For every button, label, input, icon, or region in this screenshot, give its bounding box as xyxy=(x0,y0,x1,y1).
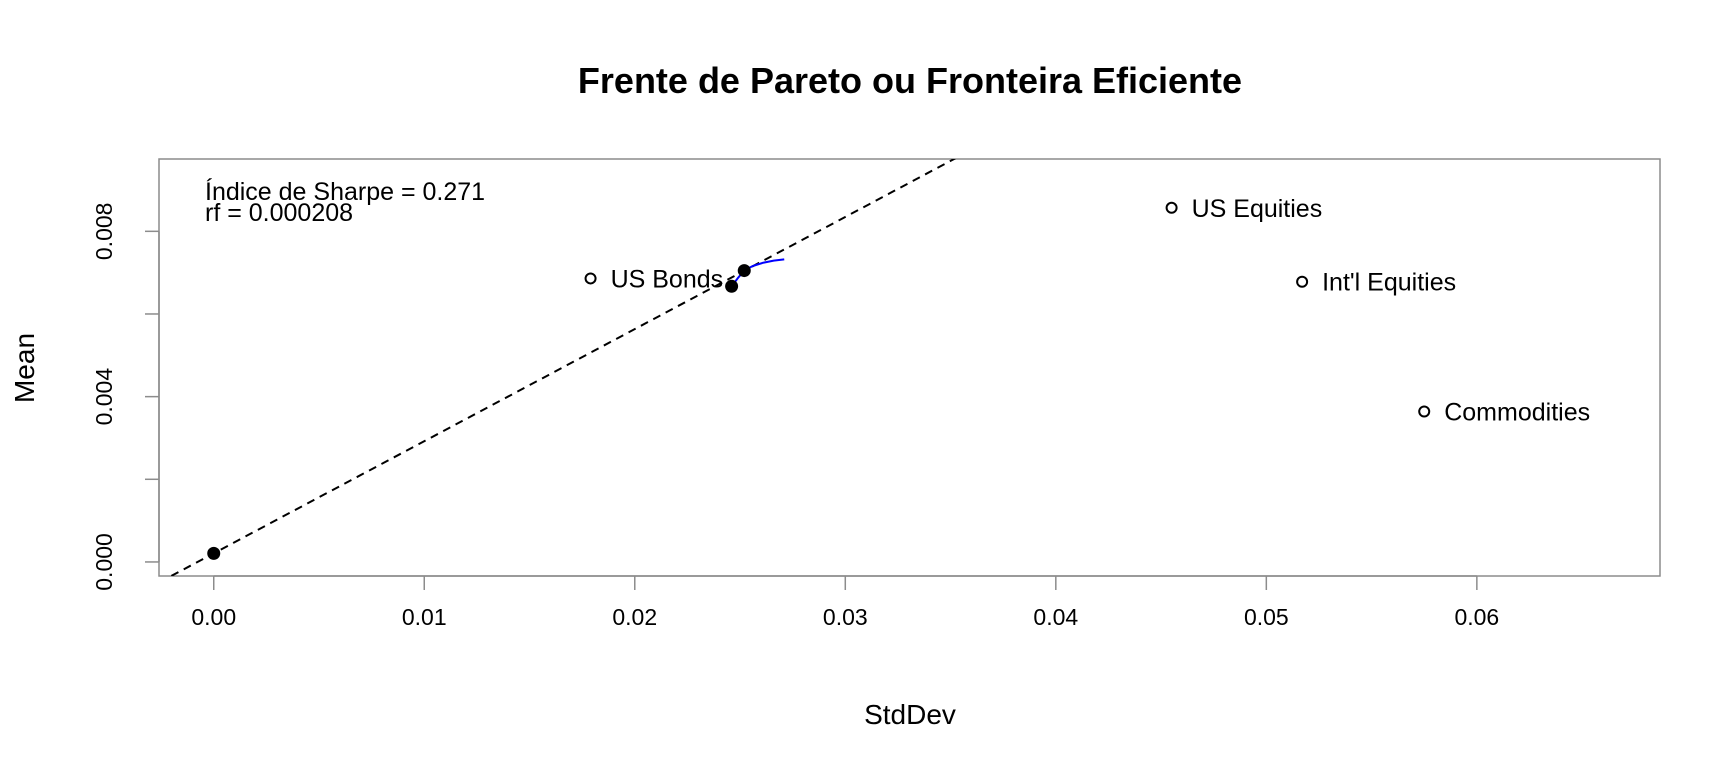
x-tick-label: 0.00 xyxy=(191,604,236,630)
risk-free-annotation: rf = 0.000208 xyxy=(205,199,353,227)
chart-title: Frente de Pareto ou Fronteira Eficiente xyxy=(578,60,1242,101)
y-tick-label: 0.004 xyxy=(91,368,117,426)
asset-label: US Bonds xyxy=(611,265,724,293)
x-tick-label: 0.01 xyxy=(402,604,447,630)
y-axis-title: Mean xyxy=(9,333,40,403)
x-tick-label: 0.05 xyxy=(1244,604,1289,630)
markers-layer: US Bonds US Equities Int'l Equities Commodi… xyxy=(207,195,1590,560)
x-axis: 0.00 0.01 0.02 0.03 0.04 0.05 0.06 xyxy=(191,575,1499,630)
x-tick-label: 0.02 xyxy=(612,604,657,630)
portfolio-point xyxy=(725,279,739,293)
asset-label: Commodities xyxy=(1444,399,1590,427)
x-tick-label: 0.06 xyxy=(1454,604,1499,630)
portfolio-point xyxy=(207,546,221,560)
portfolio-point xyxy=(737,264,751,278)
y-axis: 0.000 0.004 0.008 xyxy=(91,203,160,591)
sharpe-ratio-annotation: Índice de Sharpe = 0.271 xyxy=(205,177,485,206)
plot-frame xyxy=(158,158,1661,577)
asset-point xyxy=(1296,275,1309,288)
asset-label: US Equities xyxy=(1192,195,1323,223)
plot-area xyxy=(169,159,957,576)
asset-label: Int'l Equities xyxy=(1322,269,1456,297)
asset-point xyxy=(1165,201,1178,214)
x-tick-label: 0.04 xyxy=(1033,604,1078,630)
x-tick-label: 0.03 xyxy=(823,604,868,630)
x-axis-title: StdDev xyxy=(864,699,956,730)
efficient-frontier-curve xyxy=(730,258,785,287)
capital-market-line xyxy=(169,159,957,576)
asset-point xyxy=(1418,405,1431,418)
asset-point xyxy=(584,272,597,285)
y-tick-label: 0.008 xyxy=(91,203,117,261)
y-tick-label: 0.000 xyxy=(91,533,117,591)
